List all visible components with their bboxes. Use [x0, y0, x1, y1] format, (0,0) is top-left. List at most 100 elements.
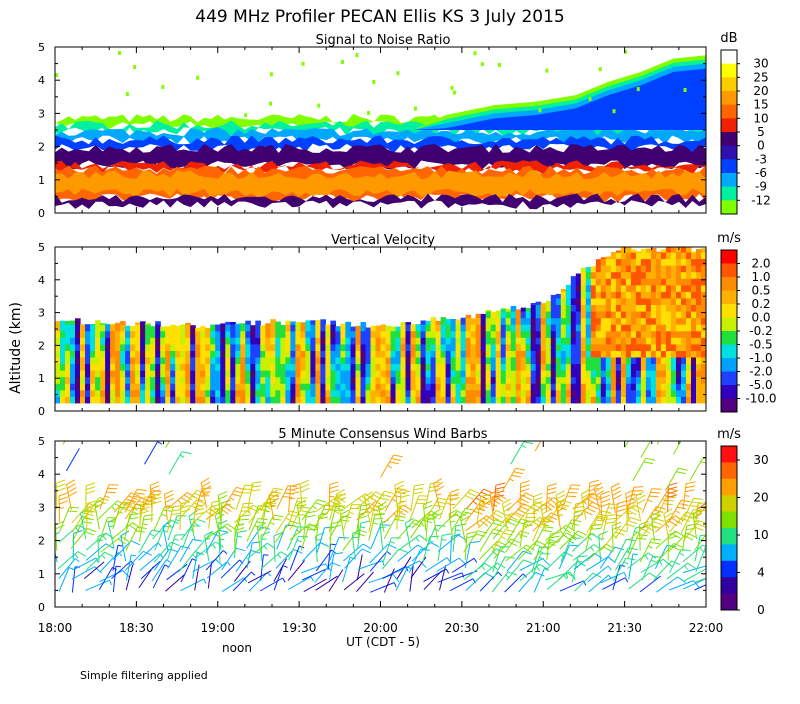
- colorbar-label: -6: [755, 166, 767, 180]
- barb-flag: [74, 425, 83, 427]
- vv-cell: [676, 324, 682, 331]
- vv-cell: [300, 350, 306, 357]
- vv-cell: [601, 272, 607, 279]
- vv-cell: [661, 324, 667, 331]
- vv-cell: [656, 311, 662, 318]
- vv-cell: [130, 396, 136, 403]
- vv-cell: [646, 298, 652, 305]
- barb-flag: [106, 544, 114, 549]
- vv-cell: [340, 370, 346, 377]
- vv-cell: [165, 344, 171, 351]
- vv-cell: [616, 304, 622, 311]
- vv-cell: [235, 390, 241, 397]
- vv-cell: [621, 377, 627, 384]
- vv-cell: [320, 363, 326, 370]
- vv-cell: [220, 337, 226, 344]
- vv-cell: [90, 396, 96, 403]
- vv-cell: [210, 363, 216, 370]
- vv-cell: [486, 337, 492, 344]
- vv-cell: [681, 311, 687, 318]
- vv-cell: [90, 383, 96, 390]
- vv-cell: [195, 363, 201, 370]
- vv-cell: [105, 350, 111, 357]
- vv-cell: [456, 390, 462, 397]
- vv-cell: [606, 357, 612, 364]
- vv-cell: [616, 318, 622, 325]
- vv-cell: [295, 396, 301, 403]
- panel-2: 5 Minute Consensus Wind Barbs01234518:00…: [38, 419, 769, 636]
- vv-cell: [646, 249, 652, 253]
- vv-cell: [65, 363, 71, 370]
- wind-barb: [180, 539, 202, 562]
- vv-cell: [145, 363, 151, 370]
- vv-cell: [671, 272, 677, 279]
- vv-cell: [686, 265, 692, 272]
- vv-cell: [666, 383, 672, 390]
- vv-cell: [180, 357, 186, 364]
- vv-cell: [691, 396, 697, 403]
- vv-cell: [215, 325, 221, 332]
- vv-cell: [345, 350, 351, 357]
- vv-cell: [596, 298, 602, 305]
- vv-cell: [391, 326, 397, 331]
- vv-cell: [586, 363, 592, 370]
- vv-cell: [466, 318, 472, 325]
- vv-cell: [240, 377, 246, 384]
- barb-flag: [628, 521, 637, 524]
- vv-cell: [130, 350, 136, 357]
- barb-half: [390, 542, 395, 544]
- vv-cell: [295, 337, 301, 344]
- barb-staff: [79, 419, 92, 442]
- vv-cell: [275, 344, 281, 351]
- barb-flag: [494, 513, 502, 517]
- vv-cell: [656, 344, 662, 351]
- vv-cell: [446, 363, 452, 370]
- vv-cell: [75, 331, 81, 338]
- vv-cell: [641, 377, 647, 384]
- vv-cell: [110, 396, 116, 403]
- barb-flag: [56, 484, 65, 487]
- colorbar-segment: [721, 528, 737, 545]
- vv-cell: [561, 324, 567, 331]
- vv-cell: [170, 331, 176, 338]
- vv-cell: [451, 363, 457, 370]
- barb-half: [75, 554, 78, 558]
- vv-cell: [451, 390, 457, 397]
- vv-cell: [556, 304, 562, 311]
- vv-cell: [200, 390, 206, 397]
- vv-cell: [356, 344, 362, 351]
- vv-cell: [591, 396, 597, 403]
- barb-half: [510, 479, 514, 482]
- barb-staff: [86, 533, 106, 550]
- vv-cell: [561, 357, 567, 364]
- vv-cell: [581, 285, 587, 292]
- vv-cell: [656, 291, 662, 298]
- vv-cell: [676, 357, 682, 364]
- vv-cell: [220, 363, 226, 370]
- vv-cell: [561, 298, 567, 305]
- vv-cell: [175, 331, 181, 338]
- vv-cell: [280, 344, 286, 351]
- vv-cell: [145, 350, 151, 357]
- vv-cell: [511, 306, 517, 312]
- barb-half: [442, 539, 447, 540]
- vv-cell: [396, 357, 402, 364]
- vv-cell: [95, 357, 101, 364]
- vv-cell: [300, 363, 306, 370]
- vv-cell: [696, 311, 702, 318]
- vv-cell: [476, 324, 482, 331]
- vv-cell: [556, 383, 562, 390]
- vv-cell: [626, 324, 632, 331]
- barb-flag: [165, 490, 174, 494]
- vv-cell: [616, 370, 622, 377]
- vv-cell: [696, 357, 702, 364]
- vv-cell: [406, 322, 412, 325]
- vv-cell: [361, 396, 367, 403]
- vv-cell: [516, 318, 522, 325]
- vv-cell: [616, 350, 622, 357]
- vv-cell: [411, 390, 417, 397]
- vv-cell: [330, 350, 336, 357]
- barb-flag: [239, 519, 249, 520]
- vv-cell: [145, 377, 151, 384]
- vv-cell: [431, 350, 437, 357]
